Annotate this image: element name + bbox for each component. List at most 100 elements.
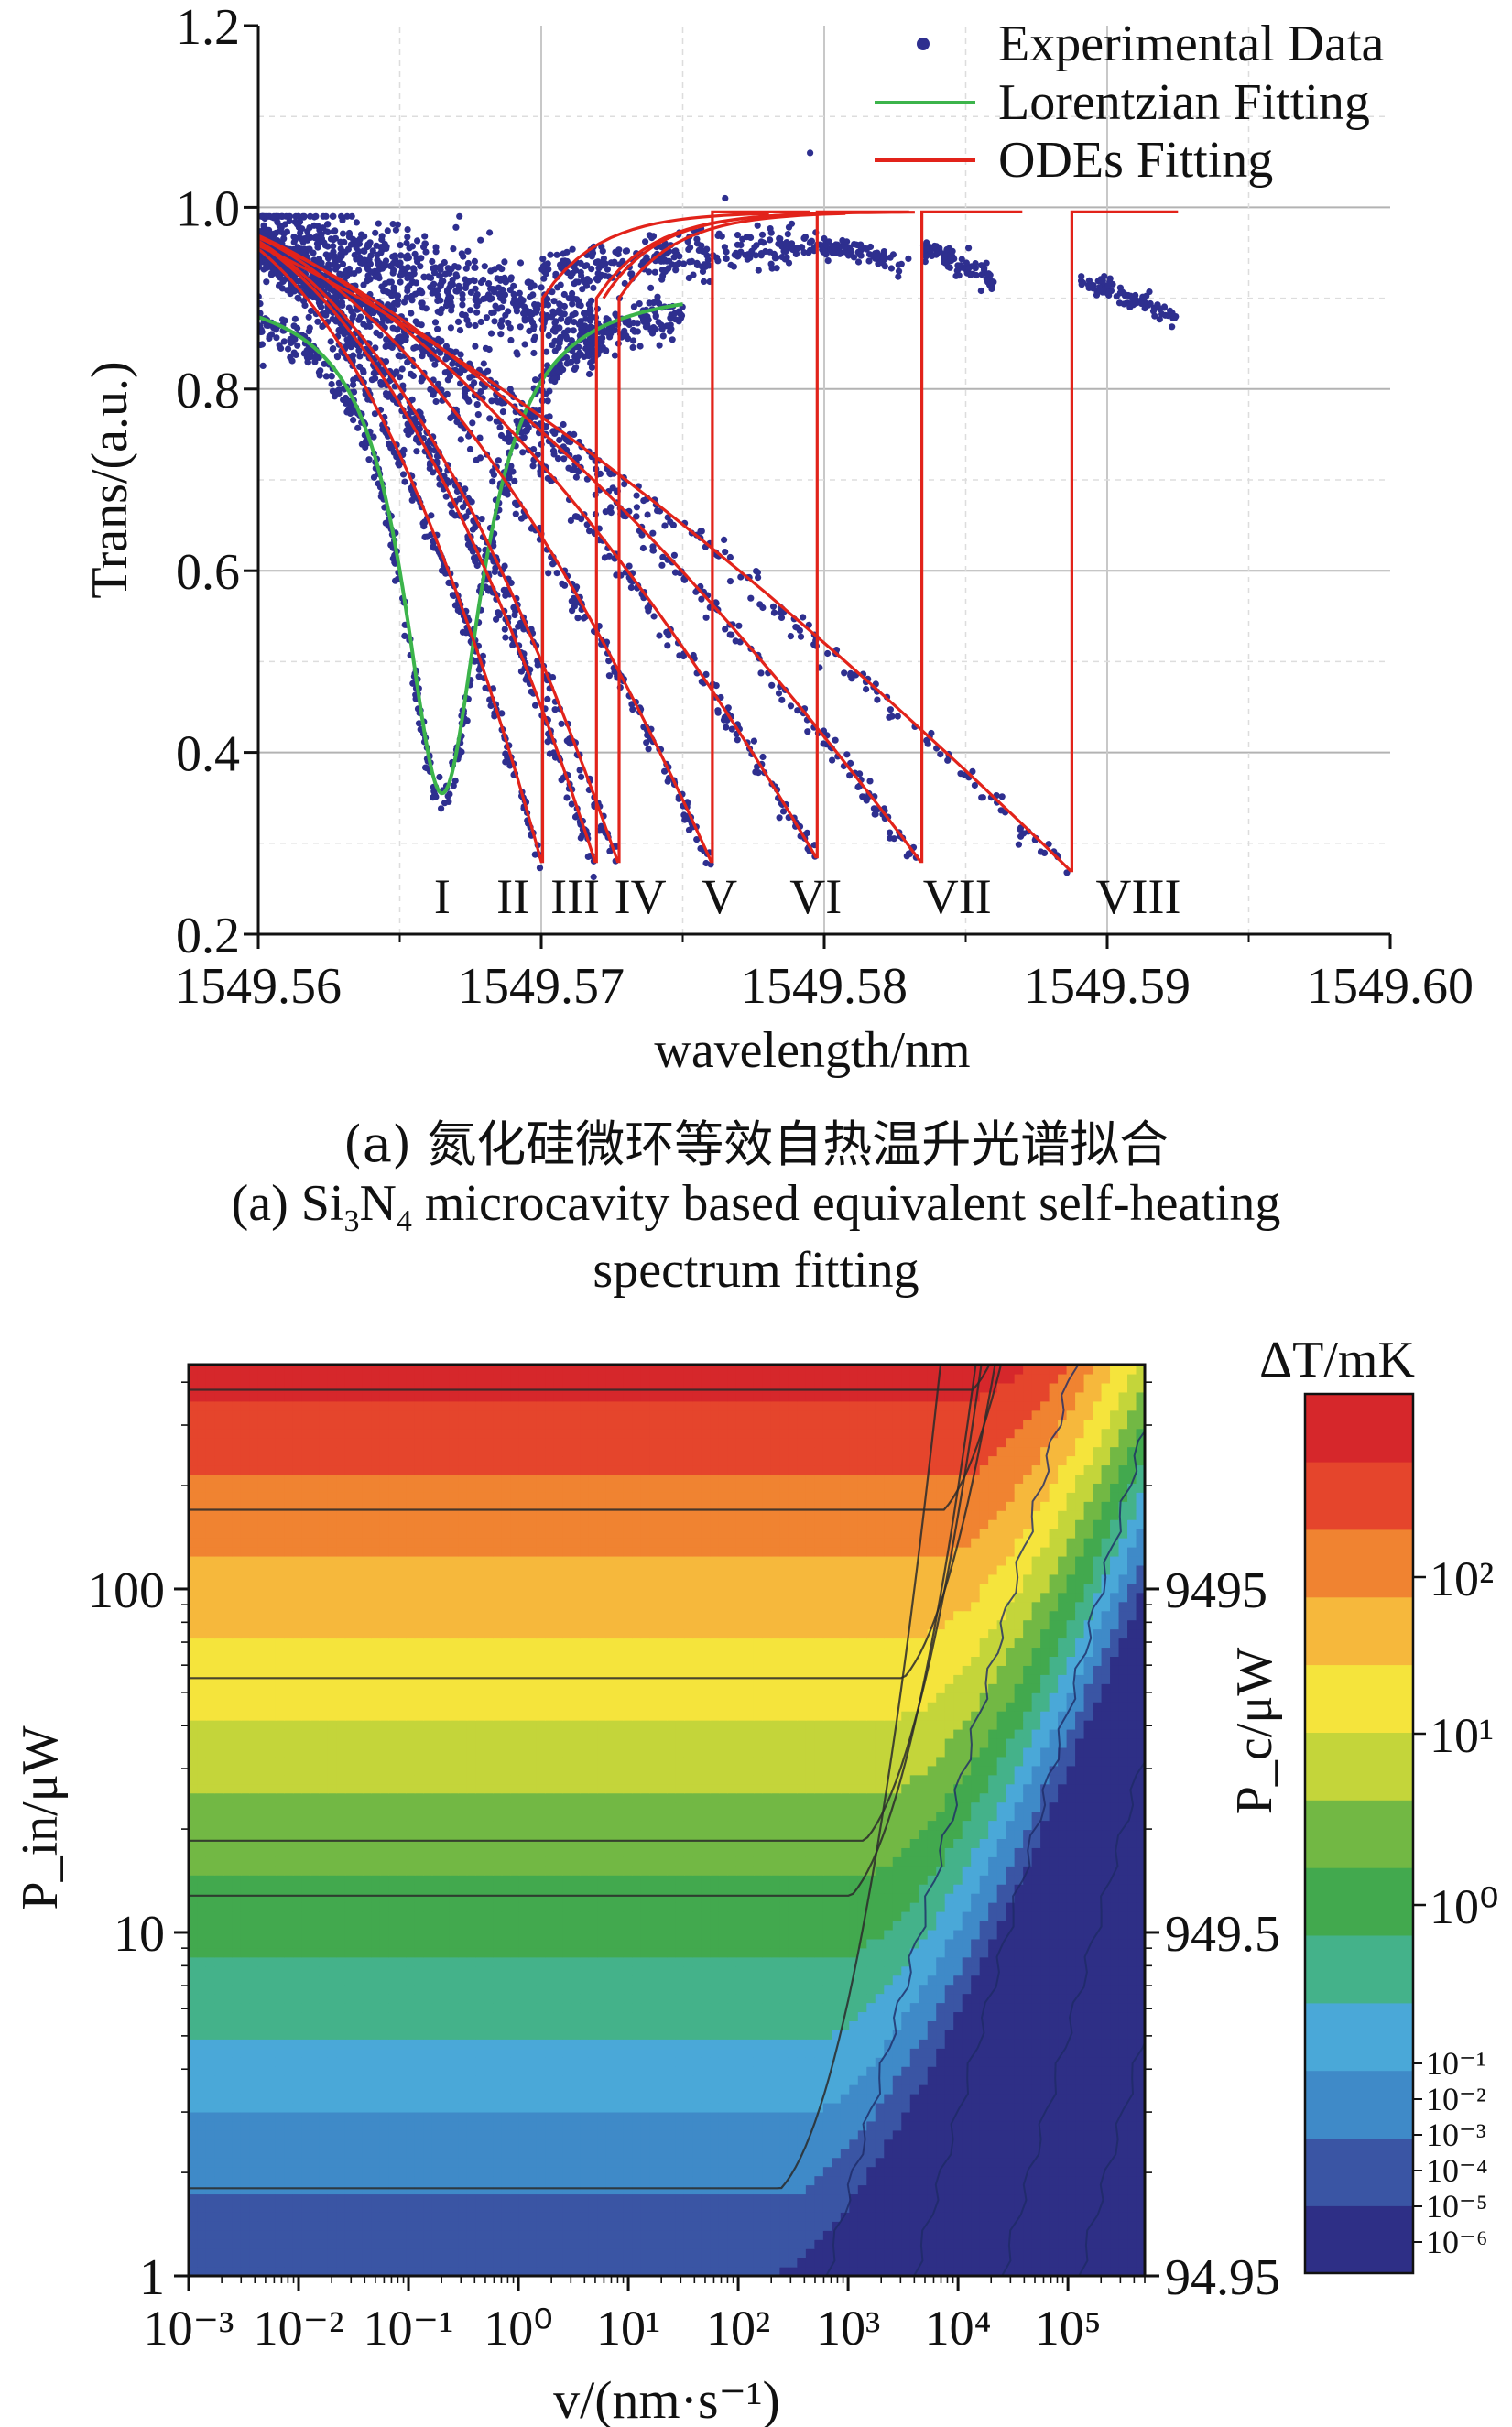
heatmap-cell <box>701 2166 712 2177</box>
heatmap-cell <box>301 2157 311 2168</box>
heatmap-cell <box>1058 2212 1068 2222</box>
heatmap-cell <box>536 2239 546 2249</box>
data-point <box>659 332 667 340</box>
data-point <box>559 580 566 588</box>
heatmap-cell <box>388 2157 398 2168</box>
heatmap-cell <box>718 2203 729 2213</box>
heatmap-cell <box>571 2230 581 2240</box>
heatmap-cell <box>1083 2175 1093 2186</box>
data-point <box>611 352 619 359</box>
data-point <box>278 285 286 292</box>
heatmap-cell <box>536 2248 546 2258</box>
heatmap-cell <box>814 2221 824 2231</box>
heatmap-cell <box>267 2203 277 2213</box>
heatmap-cell <box>988 2258 998 2268</box>
data-point <box>633 513 640 520</box>
heatmap-cell <box>441 2166 451 2177</box>
data-point <box>344 245 352 253</box>
data-point <box>444 792 451 800</box>
heatmap-cell <box>257 2157 268 2168</box>
heatmap-cell <box>1075 2193 1085 2204</box>
data-point <box>642 323 650 331</box>
data-point <box>366 322 374 330</box>
heatmap-cell <box>953 2267 963 2276</box>
heatmap-cell <box>292 2166 302 2177</box>
data-point <box>977 287 984 295</box>
data-point <box>395 297 402 304</box>
heatmap-cell <box>597 2267 607 2276</box>
data-point <box>330 236 337 244</box>
data-point <box>456 495 463 503</box>
heatmap-cell <box>597 2230 607 2240</box>
data-point <box>408 396 416 403</box>
heatmap-cell <box>779 2248 789 2258</box>
heatmap-cell <box>466 2193 476 2204</box>
heatmap-cell <box>1049 2230 1059 2240</box>
heatmap-cell <box>1014 2203 1024 2213</box>
heatmap-cell <box>362 2221 372 2231</box>
data-point <box>475 666 483 673</box>
data-point <box>280 338 288 345</box>
heatmap-cell <box>406 2157 416 2168</box>
heatmap-cell <box>658 2212 668 2222</box>
heatmap-cell <box>223 2166 234 2177</box>
data-point <box>460 253 467 260</box>
data-point <box>1078 273 1085 280</box>
y-tick-label-a: 0.8 <box>176 363 240 419</box>
data-point <box>556 309 563 316</box>
heatmap-cell <box>197 2239 207 2249</box>
heatmap-cell <box>623 2230 633 2240</box>
data-point <box>484 587 493 594</box>
data-point <box>364 278 371 285</box>
heatmap-cell <box>667 2239 677 2249</box>
heatmap-cell <box>1066 2166 1076 2177</box>
data-point <box>418 321 425 329</box>
heatmap-cell <box>1101 2203 1111 2213</box>
data-point <box>491 318 498 325</box>
heatmap-cell <box>189 2239 199 2249</box>
data-point <box>320 281 327 288</box>
heatmap-cell <box>475 2212 485 2222</box>
heatmap-cell <box>580 2258 590 2268</box>
heatmap-cell <box>189 2248 199 2258</box>
data-point <box>495 290 503 298</box>
data-point <box>569 300 576 308</box>
heatmap-cell <box>484 2203 494 2213</box>
heatmap-cell <box>1110 2239 1120 2249</box>
data-point <box>545 313 552 321</box>
heatmap-cell <box>562 2267 572 2276</box>
heatmap-cell <box>735 2203 746 2213</box>
data-point <box>348 308 355 315</box>
heatmap-cell <box>257 2193 268 2204</box>
heatmap-cell <box>354 2230 364 2240</box>
heatmap-cell <box>962 2248 972 2258</box>
heatmap-cell <box>319 2166 329 2177</box>
heatmap-cell <box>249 2203 259 2213</box>
heatmap-cell <box>197 2230 207 2240</box>
heatmap-cell <box>832 2258 842 2268</box>
data-point <box>430 280 438 288</box>
data-point <box>602 508 609 516</box>
heatmap-cell <box>588 2248 598 2258</box>
heatmap-cell <box>545 2221 555 2231</box>
heatmap-cell <box>683 2221 694 2231</box>
heatmap-cell <box>866 2193 876 2204</box>
heatmap-cell <box>718 2212 729 2222</box>
data-point <box>544 362 551 369</box>
heatmap-cell <box>832 2166 842 2177</box>
heatmap-cell <box>562 2184 572 2195</box>
heatmap-cell <box>901 2267 911 2276</box>
data-point <box>779 808 788 815</box>
data-point <box>470 277 477 284</box>
heatmap-cell <box>484 2230 494 2240</box>
data-point <box>373 329 380 336</box>
heatmap-cell <box>257 2221 268 2231</box>
heatmap-cell <box>414 2267 424 2276</box>
data-point <box>556 436 563 444</box>
heatmap-cell <box>528 2239 538 2249</box>
heatmap-cell <box>1049 2203 1059 2213</box>
heatmap-cell <box>1006 2193 1016 2204</box>
data-point <box>390 284 397 291</box>
data-point <box>516 289 523 297</box>
data-point <box>758 231 767 238</box>
